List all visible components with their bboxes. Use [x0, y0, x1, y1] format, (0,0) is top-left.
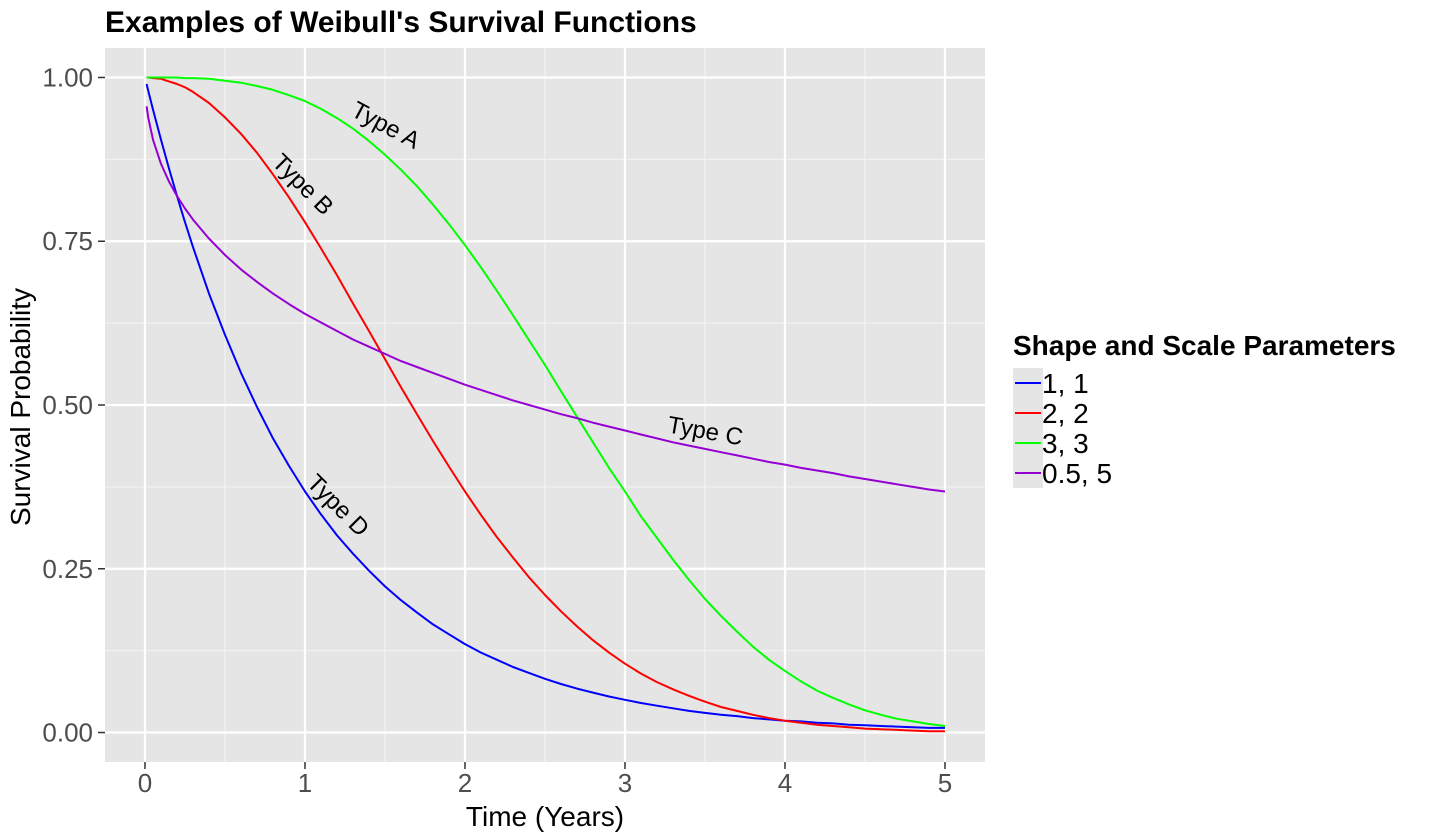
x-tick-label: 5 [938, 768, 952, 798]
y-tick-label: 1.00 [42, 62, 93, 92]
legend-label: 2, 2 [1042, 398, 1089, 429]
legend-label: 0.5, 5 [1042, 458, 1112, 489]
y-tick-label: 0.00 [42, 718, 93, 748]
y-tick-label: 0.50 [42, 390, 93, 420]
y-axis-title: Survival Probability [5, 288, 36, 526]
legend-items: 1, 12, 23, 30.5, 5 [1013, 368, 1112, 489]
series-line-2 [146, 76, 945, 733]
chart-title: Examples of Weibull's Survival Functions [105, 6, 697, 39]
x-tick-label: 1 [298, 768, 312, 798]
x-axis-title: Time (Years) [466, 801, 624, 832]
x-tick-label: 0 [138, 768, 152, 798]
x-axis: 0 1 2 3 4 5 [138, 762, 952, 798]
x-tick-label: 4 [778, 768, 792, 798]
series-line-3 [146, 76, 946, 727]
series-line-4 [145, 106, 946, 493]
legend-label: 3, 3 [1042, 428, 1089, 459]
x-tick-label: 2 [458, 768, 472, 798]
series-line-1 [145, 83, 945, 729]
y-tick-label: 0.25 [42, 554, 93, 584]
series-lines [145, 76, 946, 733]
legend: Shape and Scale Parameters 1, 12, 23, 30… [1013, 330, 1396, 489]
legend-title: Shape and Scale Parameters [1013, 330, 1396, 361]
x-tick-label: 3 [618, 768, 632, 798]
y-axis: 0.00 0.25 0.50 0.75 1.00 [42, 62, 105, 748]
major-gridlines [105, 48, 985, 762]
legend-label: 1, 1 [1042, 368, 1089, 399]
y-tick-label: 0.75 [42, 226, 93, 256]
